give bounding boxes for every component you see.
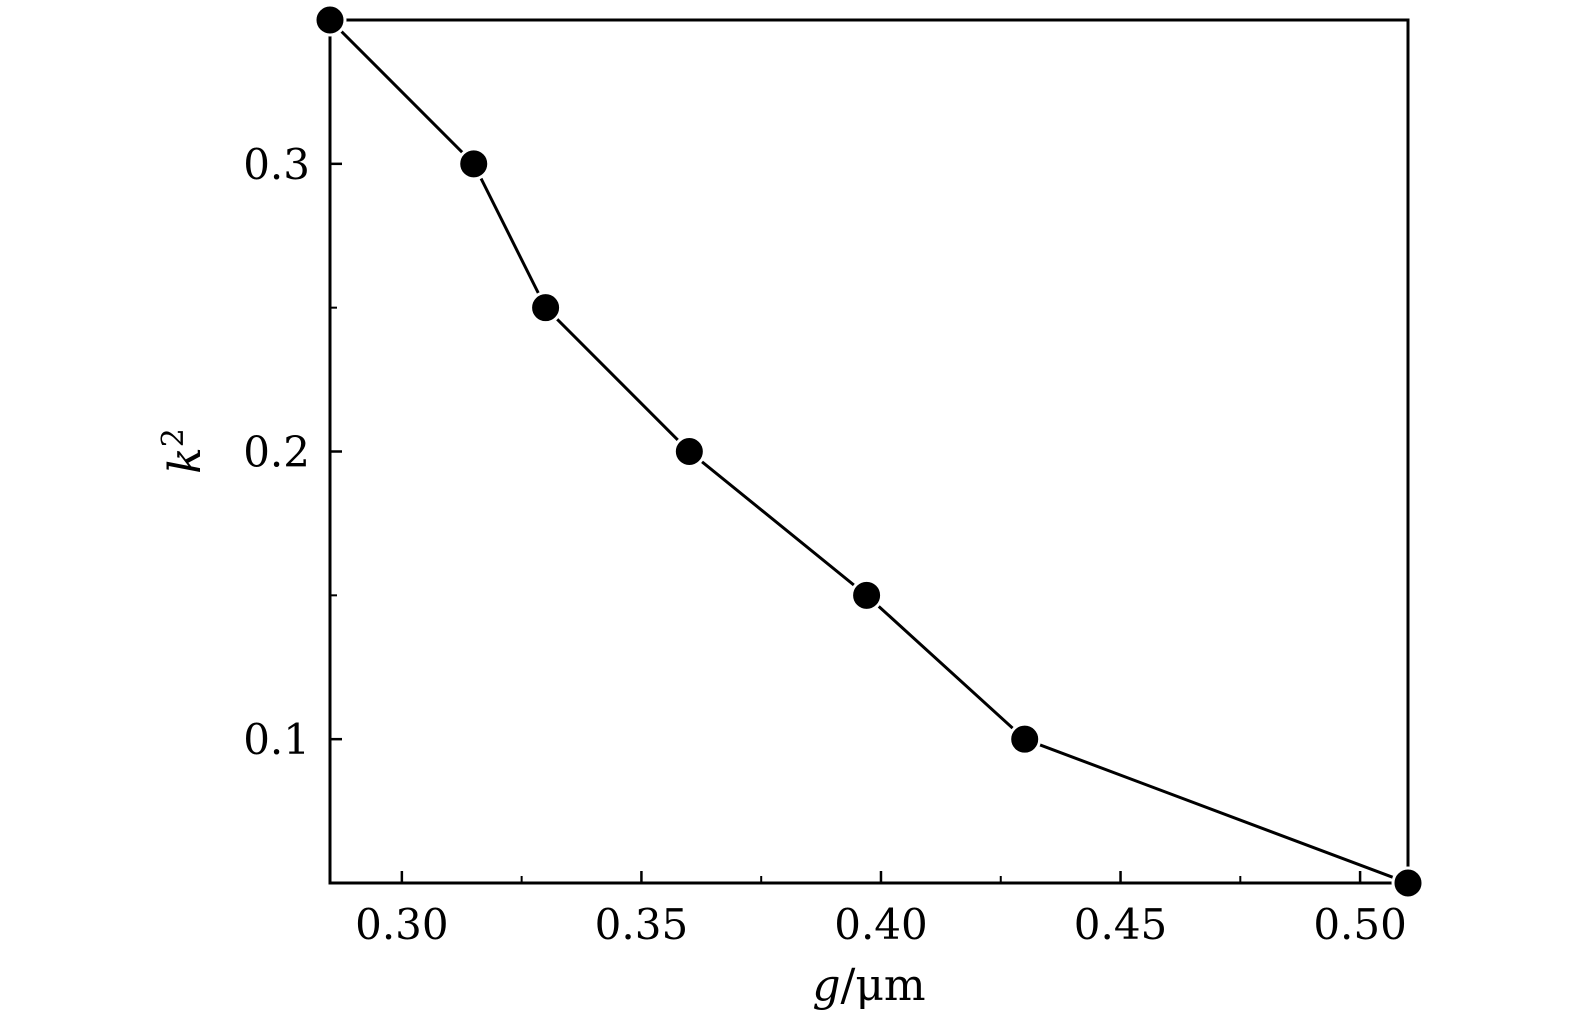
data-point-3	[672, 435, 706, 468]
x-tick-label-2: 0.40	[834, 900, 928, 949]
tick-labels: 0.30 0.35 0.40 0.45 0.50 0.1 0.2 0.3	[243, 140, 1407, 949]
x-tick-label-3: 0.45	[1074, 900, 1168, 949]
data-point-5	[1008, 722, 1042, 756]
x-tick-label-4: 0.50	[1313, 900, 1407, 949]
series-markers	[313, 3, 1425, 900]
y-tick-label-0: 0.1	[243, 715, 310, 764]
y-tick-label-1: 0.2	[243, 428, 310, 477]
data-point-1	[457, 147, 491, 181]
x-axis-var: g	[812, 960, 840, 1011]
data-point-2	[529, 291, 563, 325]
x-tick-label-0: 0.30	[355, 900, 449, 949]
y-axis-title: k2	[156, 428, 212, 474]
series-line	[328, 18, 1409, 885]
y-axis-sup: 2	[156, 428, 191, 447]
data-point-0	[313, 3, 347, 37]
minor-ticks	[330, 306, 1242, 883]
plot-frame	[328, 18, 1410, 885]
data-point-6	[1391, 866, 1425, 900]
y-axis-var: k	[160, 447, 211, 474]
x-tick-label-1: 0.35	[595, 900, 689, 949]
major-ticks	[330, 162, 1362, 883]
data-point-4	[850, 578, 884, 612]
x-axis-unit: /μm	[841, 960, 926, 1011]
y-tick-label-2: 0.3	[243, 140, 310, 189]
x-axis-title: g/μm	[812, 960, 925, 1011]
